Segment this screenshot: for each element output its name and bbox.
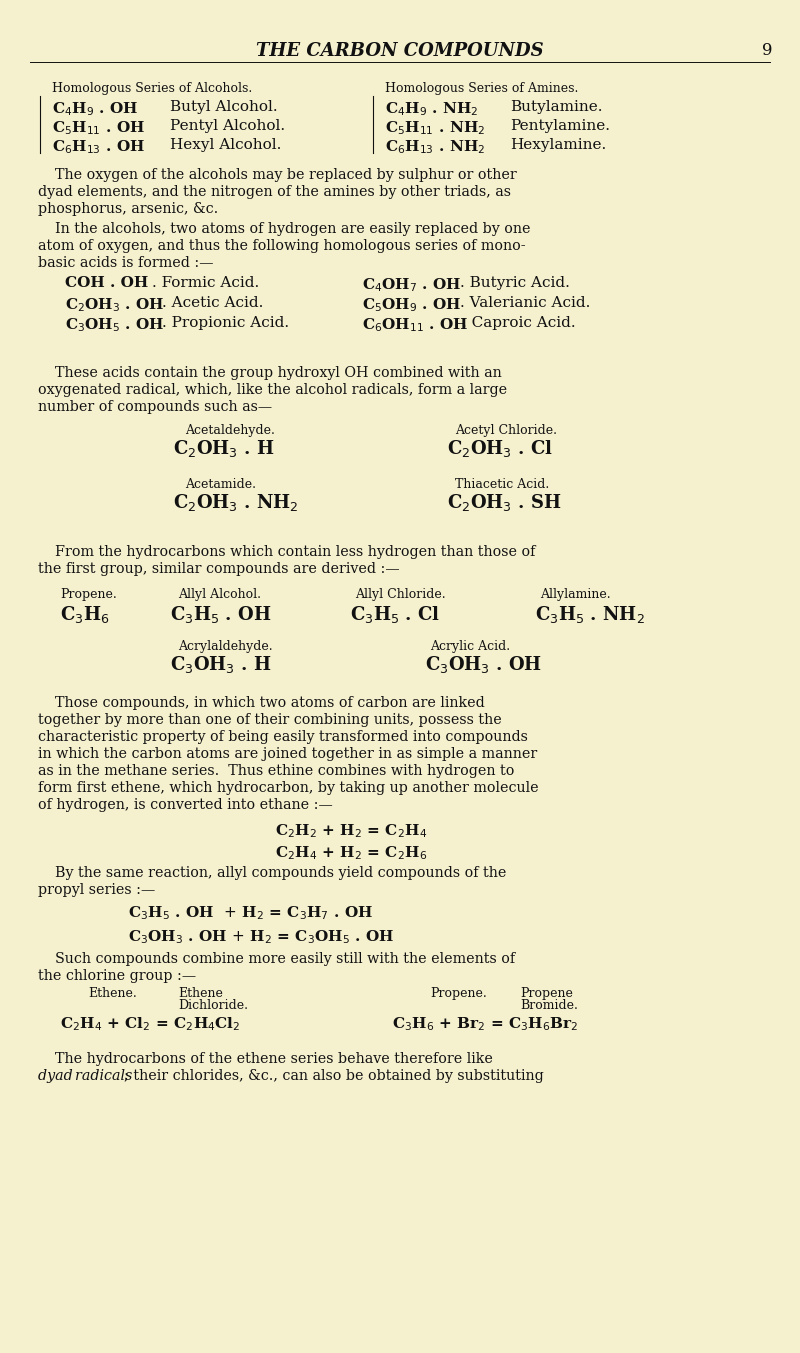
Text: C$_6$OH$_{11}$ . OH: C$_6$OH$_{11}$ . OH: [362, 317, 468, 334]
Text: C$_3$H$_5$ . Cl: C$_3$H$_5$ . Cl: [350, 603, 440, 625]
Text: By the same reaction, allyl compounds yield compounds of the: By the same reaction, allyl compounds yi…: [55, 866, 506, 879]
Text: Allylamine.: Allylamine.: [540, 589, 610, 601]
Text: In the alcohols, two atoms of hydrogen are easily replaced by one: In the alcohols, two atoms of hydrogen a…: [55, 222, 530, 235]
Text: Ethene: Ethene: [178, 986, 223, 1000]
Text: Butylamine.: Butylamine.: [510, 100, 602, 114]
Text: C$_3$H$_5$ . NH$_2$: C$_3$H$_5$ . NH$_2$: [535, 603, 645, 625]
Text: oxygenated radical, which, like the alcohol radicals, form a large: oxygenated radical, which, like the alco…: [38, 383, 507, 396]
Text: propyl series :—: propyl series :—: [38, 884, 155, 897]
Text: dyad: dyad: [38, 1069, 78, 1082]
Text: C$_4$H$_9$ . NH$_2$: C$_4$H$_9$ . NH$_2$: [385, 100, 478, 118]
Text: characteristic property of being easily transformed into compounds: characteristic property of being easily …: [38, 731, 528, 744]
Text: Pentyl Alcohol.: Pentyl Alcohol.: [170, 119, 285, 133]
Text: C$_3$H$_6$: C$_3$H$_6$: [60, 603, 110, 625]
Text: Those compounds, in which two atoms of carbon are linked: Those compounds, in which two atoms of c…: [55, 695, 485, 710]
Text: Homologous Series of Alcohols.: Homologous Series of Alcohols.: [52, 83, 252, 95]
Text: These acids contain the group hydroxyl OH combined with an: These acids contain the group hydroxyl O…: [55, 367, 502, 380]
Text: ; their chlorides, &c., can also be obtained by substituting: ; their chlorides, &c., can also be obta…: [124, 1069, 544, 1082]
Text: of hydrogen, is converted into ethane :—: of hydrogen, is converted into ethane :—: [38, 798, 333, 812]
Text: C$_3$OH$_3$ . H: C$_3$OH$_3$ . H: [170, 653, 271, 675]
Text: 9: 9: [762, 42, 773, 60]
Text: C$_3$OH$_5$ . OH: C$_3$OH$_5$ . OH: [65, 317, 165, 334]
Text: . Valerianic Acid.: . Valerianic Acid.: [460, 296, 590, 310]
Text: Thiacetic Acid.: Thiacetic Acid.: [455, 478, 550, 491]
Text: C$_3$H$_6$ + Br$_2$ = C$_3$H$_6$Br$_2$: C$_3$H$_6$ + Br$_2$ = C$_3$H$_6$Br$_2$: [392, 1015, 578, 1032]
Text: Such compounds combine more easily still with the elements of: Such compounds combine more easily still…: [55, 953, 515, 966]
Text: Pentylamine.: Pentylamine.: [510, 119, 610, 133]
Text: C$_3$H$_5$ . OH  $+$ H$_2$ = C$_3$H$_7$ . OH: C$_3$H$_5$ . OH $+$ H$_2$ = C$_3$H$_7$ .…: [128, 904, 373, 921]
Text: . Acetic Acid.: . Acetic Acid.: [162, 296, 263, 310]
Text: Allyl Chloride.: Allyl Chloride.: [355, 589, 446, 601]
Text: Bromide.: Bromide.: [520, 999, 578, 1012]
Text: Propene.: Propene.: [430, 986, 486, 1000]
Text: basic acids is formed :—: basic acids is formed :—: [38, 256, 214, 271]
Text: atom of oxygen, and thus the following homologous series of mono-: atom of oxygen, and thus the following h…: [38, 239, 526, 253]
Text: as in the methane series.  Thus ethine combines with hydrogen to: as in the methane series. Thus ethine co…: [38, 764, 514, 778]
Text: C$_6$H$_{13}$ . NH$_2$: C$_6$H$_{13}$ . NH$_2$: [385, 138, 486, 156]
Text: form first ethene, which hydrocarbon, by taking up another molecule: form first ethene, which hydrocarbon, by…: [38, 781, 538, 796]
Text: C$_4$OH$_7$ . OH: C$_4$OH$_7$ . OH: [362, 276, 462, 294]
Text: the first group, similar compounds are derived :—: the first group, similar compounds are d…: [38, 561, 400, 576]
Text: . Butyric Acid.: . Butyric Acid.: [460, 276, 570, 290]
Text: C$_2$H$_4$ + Cl$_2$ = C$_2$H$_4$Cl$_2$: C$_2$H$_4$ + Cl$_2$ = C$_2$H$_4$Cl$_2$: [60, 1015, 241, 1032]
Text: . Caproic Acid.: . Caproic Acid.: [462, 317, 576, 330]
Text: COH . OH: COH . OH: [65, 276, 148, 290]
Text: C$_2$OH$_3$ . NH$_2$: C$_2$OH$_3$ . NH$_2$: [173, 492, 298, 513]
Text: Butyl Alcohol.: Butyl Alcohol.: [170, 100, 278, 114]
Text: Propene: Propene: [520, 986, 573, 1000]
Text: C$_2$OH$_3$ . Cl: C$_2$OH$_3$ . Cl: [447, 438, 553, 459]
Text: THE CARBON COMPOUNDS: THE CARBON COMPOUNDS: [256, 42, 544, 60]
Text: dyad elements, and the nitrogen of the amines by other triads, as: dyad elements, and the nitrogen of the a…: [38, 185, 511, 199]
Text: C$_2$OH$_3$ . SH: C$_2$OH$_3$ . SH: [447, 492, 562, 513]
Text: Acetyl Chloride.: Acetyl Chloride.: [455, 423, 557, 437]
Text: C$_2$OH$_3$ . H: C$_2$OH$_3$ . H: [173, 438, 274, 459]
Text: C$_2$H$_4$ + H$_2$ = C$_2$H$_6$: C$_2$H$_4$ + H$_2$ = C$_2$H$_6$: [275, 844, 427, 862]
Text: C$_5$OH$_9$ . OH: C$_5$OH$_9$ . OH: [362, 296, 462, 314]
Text: . Propionic Acid.: . Propionic Acid.: [162, 317, 289, 330]
Text: From the hydrocarbons which contain less hydrogen than those of: From the hydrocarbons which contain less…: [55, 545, 535, 559]
Text: Propene.: Propene.: [60, 589, 117, 601]
Text: Acetamide.: Acetamide.: [185, 478, 256, 491]
Text: phosphorus, arsenic, &c.: phosphorus, arsenic, &c.: [38, 202, 218, 216]
Text: radicals: radicals: [75, 1069, 132, 1082]
Text: Hexyl Alcohol.: Hexyl Alcohol.: [170, 138, 282, 152]
Text: C$_6$H$_{13}$ . OH: C$_6$H$_{13}$ . OH: [52, 138, 145, 156]
Text: Allyl Alcohol.: Allyl Alcohol.: [178, 589, 261, 601]
Text: . Formic Acid.: . Formic Acid.: [152, 276, 259, 290]
Text: C$_5$H$_{11}$ . NH$_2$: C$_5$H$_{11}$ . NH$_2$: [385, 119, 486, 137]
Text: together by more than one of their combining units, possess the: together by more than one of their combi…: [38, 713, 502, 727]
Text: Ethene.: Ethene.: [88, 986, 137, 1000]
Text: C$_2$OH$_3$ . OH: C$_2$OH$_3$ . OH: [65, 296, 165, 314]
Text: C$_3$OH$_3$ . OH $+$ H$_2$ = C$_3$OH$_5$ . OH: C$_3$OH$_3$ . OH $+$ H$_2$ = C$_3$OH$_5$…: [128, 928, 394, 946]
Text: Acrylic Acid.: Acrylic Acid.: [430, 640, 510, 653]
Text: Acetaldehyde.: Acetaldehyde.: [185, 423, 275, 437]
Text: C$_3$H$_5$ . OH: C$_3$H$_5$ . OH: [170, 603, 271, 625]
Text: Homologous Series of Amines.: Homologous Series of Amines.: [385, 83, 578, 95]
Text: C$_4$H$_9$ . OH: C$_4$H$_9$ . OH: [52, 100, 138, 118]
Text: the chlorine group :—: the chlorine group :—: [38, 969, 196, 984]
Text: Dichloride.: Dichloride.: [178, 999, 248, 1012]
Text: C$_2$H$_2$ + H$_2$ = C$_2$H$_4$: C$_2$H$_2$ + H$_2$ = C$_2$H$_4$: [275, 823, 427, 840]
Text: Acrylaldehyde.: Acrylaldehyde.: [178, 640, 273, 653]
Text: The oxygen of the alcohols may be replaced by sulphur or other: The oxygen of the alcohols may be replac…: [55, 168, 517, 183]
Text: The hydrocarbons of the ethene series behave therefore like: The hydrocarbons of the ethene series be…: [55, 1053, 493, 1066]
Text: number of compounds such as—: number of compounds such as—: [38, 400, 272, 414]
Text: Hexylamine.: Hexylamine.: [510, 138, 606, 152]
Text: C$_3$OH$_3$ . OH: C$_3$OH$_3$ . OH: [425, 653, 542, 675]
Text: C$_5$H$_{11}$ . OH: C$_5$H$_{11}$ . OH: [52, 119, 145, 137]
Text: in which the carbon atoms are joined together in as simple a manner: in which the carbon atoms are joined tog…: [38, 747, 538, 760]
